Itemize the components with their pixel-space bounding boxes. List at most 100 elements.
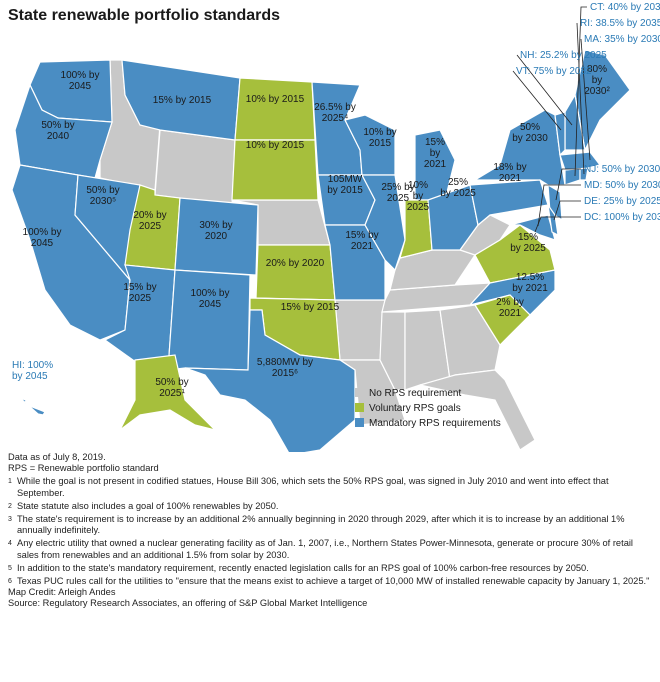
leader [576, 22, 585, 175]
label-line: HI: 100% [12, 360, 53, 371]
note: RPS = Renewable portfolio standard [8, 463, 159, 474]
label-line: 100% by [191, 288, 230, 299]
label-line: 20% by [133, 210, 166, 221]
label-line: 2020 [205, 231, 228, 242]
state [255, 244, 336, 301]
label-line: 50% [520, 122, 540, 133]
state-label: 50% by 2040 [41, 120, 74, 142]
footnote-text: In addition to the state's mandatory req… [17, 562, 589, 573]
state-label: 100% by 2045 [191, 288, 230, 310]
leader [574, 6, 587, 177]
footnote-mark: 2 [8, 502, 12, 510]
state [469, 179, 549, 227]
state-label: 50% by 2030⁵ [86, 185, 119, 207]
state [414, 129, 456, 201]
label-line: 25% by [381, 182, 414, 193]
leader [516, 54, 573, 126]
label-line: 20% by 2020 [266, 258, 325, 269]
label-line: MD: 50% by 2030 [584, 180, 660, 191]
state-label: 50% by 2025¹ [155, 377, 188, 399]
state-label: 20% by 2020 [266, 258, 325, 269]
state-label: 18% by 2021 [493, 162, 526, 184]
state-label: 100% by 2045 [61, 70, 100, 92]
footnote: 2 State statute also includes a goal of 1… [8, 501, 653, 512]
state [234, 77, 316, 141]
state [427, 184, 479, 251]
label-line: by [413, 191, 424, 202]
label-line: 2021 [351, 241, 374, 252]
callout-label: HI: 100% by 2045 [12, 360, 53, 382]
callout-label: NH: 25.2% by 2025 [520, 50, 607, 61]
label-line: 15% by [345, 230, 378, 241]
label-line: DE: 25% by 2025 [584, 196, 660, 207]
label-line: 2021 [424, 159, 447, 170]
state [419, 369, 536, 451]
label-line: 10% [408, 180, 428, 191]
state-label: 15% by 2025 [510, 232, 546, 254]
label-line: 2025 [139, 221, 162, 232]
label-line: 25% [448, 177, 468, 188]
leader [512, 70, 562, 131]
map: State renewable portfolio standards 100%… [8, 2, 660, 452]
callout-label: MA: 35% by 2030³ [584, 34, 660, 45]
title: State renewable portfolio standards [8, 7, 280, 24]
label-line: 5,880MW by [257, 357, 313, 368]
label-line: 2040 [47, 131, 70, 142]
label-line: 15% by [123, 282, 156, 293]
state-label: 20% by 2025 [133, 210, 166, 232]
footnote: 4 Any electric utility that owned a nucle… [8, 538, 653, 560]
label-line: 2015⁶ [272, 368, 298, 379]
state [14, 83, 113, 179]
label-line: DC: 100% by 2032 [584, 212, 660, 223]
state-label: 30% by 2020 [199, 220, 232, 242]
state-label: 5,880MW by 2015⁶ [257, 357, 313, 379]
label-line: 2021 [499, 308, 522, 319]
legend-swatch [355, 418, 364, 427]
label-line: 15% [518, 232, 538, 243]
label-line: 12.5% [516, 272, 544, 283]
state-label: 80% by 2030² [584, 64, 610, 97]
callout-label: DC: 100% by 2032 [584, 212, 660, 223]
callout-label: RI: 38.5% by 2035 [580, 18, 660, 29]
label-line: 50% by [155, 377, 188, 388]
legend-label: Mandatory RPS requirements [369, 418, 501, 429]
label-line: by [592, 75, 603, 86]
label-line: 2025 [129, 293, 152, 304]
legend-swatch [355, 403, 364, 412]
state-label: 10% by 2015 [246, 94, 305, 105]
callout-label: DE: 25% by 2025 [584, 196, 660, 207]
label-line: 2045 [199, 299, 222, 310]
label-line: by 2025 [510, 243, 546, 254]
footnote-mark: 4 [8, 540, 12, 548]
state [399, 199, 433, 259]
state-label: 10% by 2025 [407, 180, 430, 213]
label-line: 10% by 2015 [246, 140, 305, 151]
label-line: 2045 [31, 238, 54, 249]
label-line: 15% by 2015 [281, 302, 340, 313]
label-line: 2025 [407, 202, 430, 213]
state-label: 10% by 2015 [363, 127, 396, 149]
state-label: 2% by 2021 [496, 297, 524, 319]
state [231, 139, 319, 201]
label-line: 2015 [369, 138, 392, 149]
leader [537, 184, 581, 227]
callout-label: NJ: 50% by 2030 [584, 164, 660, 175]
label-line: by 2025 [440, 188, 476, 199]
label-line: NH: 25.2% by 2025 [520, 50, 607, 61]
label-line: 2025⁴ [322, 113, 349, 124]
label-line: 100% by [23, 227, 62, 238]
label-line: MA: 35% by 2030³ [584, 34, 660, 45]
notes: Data as of July 8, 2019. RPS = Renewable… [8, 452, 653, 610]
label-line: 2045 [69, 81, 92, 92]
leader [555, 168, 581, 201]
footnote: 5 In addition to the state's mandatory re… [8, 563, 653, 574]
credit: Map Credit: Arleigh Andes [8, 587, 116, 598]
state [564, 167, 581, 186]
state [184, 309, 356, 452]
state [379, 311, 406, 391]
state-label: 12.5% by 2021 [512, 272, 548, 294]
leader [534, 216, 581, 233]
legend-label: No RPS requirement [369, 388, 461, 399]
source: Source: Regulatory Research Associates, … [8, 598, 368, 609]
